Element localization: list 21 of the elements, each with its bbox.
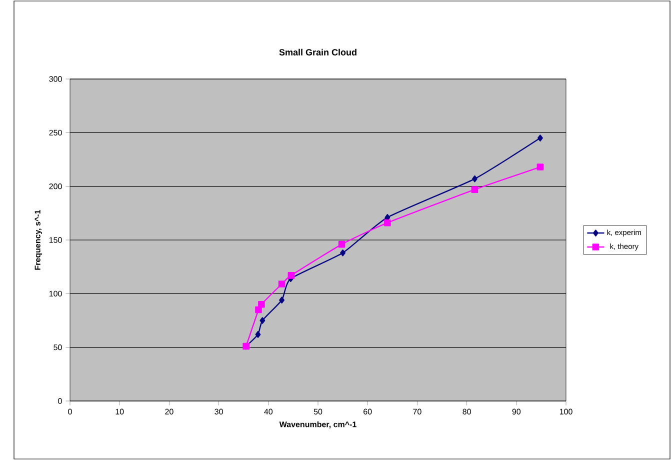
x-tick-label: 50 xyxy=(314,408,322,414)
y-tick-label: 200 xyxy=(49,184,62,190)
x-axis-title: Wavenumber, cm^-1 xyxy=(279,421,356,428)
y-tick-label: 0 xyxy=(58,398,62,404)
x-tick-label: 70 xyxy=(413,408,422,414)
x-tick-label: 90 xyxy=(512,408,521,414)
x-tick-label: 20 xyxy=(165,408,174,414)
y-tick-label: 250 xyxy=(49,130,62,136)
y-tick-label: 300 xyxy=(49,76,62,82)
y-tick-label: 50 xyxy=(54,344,62,350)
x-tick-label: 40 xyxy=(264,408,273,414)
x-tick-label: 30 xyxy=(214,408,223,414)
chart-title: Small Grain Cloud xyxy=(279,48,356,56)
y-tick-label: 150 xyxy=(49,237,62,243)
x-tick-label: 10 xyxy=(116,408,124,414)
y-tick-label: 100 xyxy=(49,290,62,296)
y-axis-title: Frequency, s^-1 xyxy=(34,210,42,270)
x-tick-label: 0 xyxy=(68,408,72,414)
x-tick-label: 60 xyxy=(364,408,372,414)
x-tick-label: 80 xyxy=(462,408,471,414)
x-tick-label: 100 xyxy=(560,408,572,414)
